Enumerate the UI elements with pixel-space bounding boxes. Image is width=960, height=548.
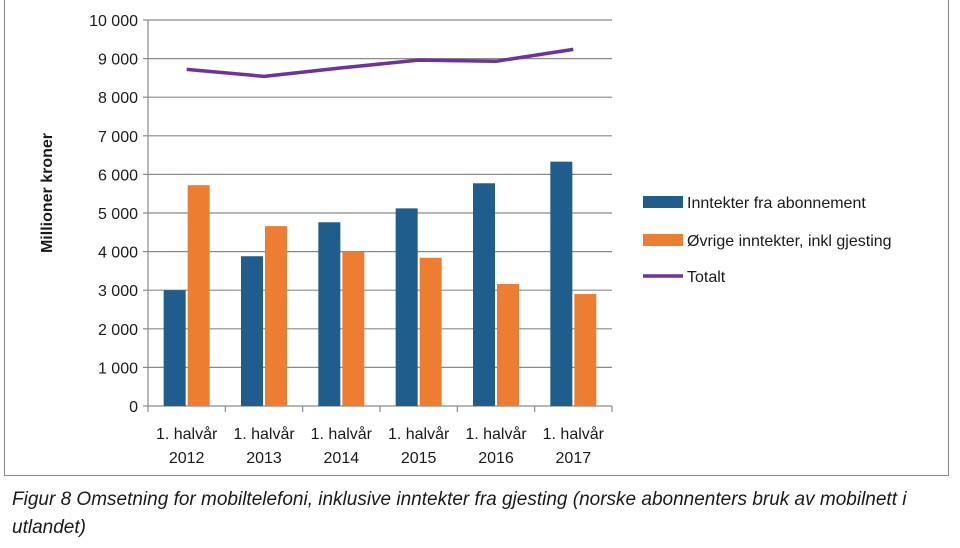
x-tick-label: 1. halvår <box>311 425 373 443</box>
y-tick-label: 7 000 <box>98 129 138 146</box>
bar-ovrige <box>187 185 210 406</box>
y-tick-label: 4 000 <box>98 245 138 262</box>
bar-abonnement <box>473 183 495 406</box>
legend-label: Totalt <box>687 269 726 286</box>
legend-swatch <box>643 234 683 246</box>
y-tick-label: 0 <box>129 399 138 416</box>
bar-ovrige <box>574 294 597 406</box>
x-tick-label-year: 2012 <box>169 450 205 467</box>
chart: 0 1 000 2 000 3 000 4 000 5 000 6 000 7 000 8 00… <box>39 13 892 467</box>
legend-label: Øvrige inntekter, inkl gjesting <box>687 233 892 250</box>
bar-ovrige <box>342 251 365 406</box>
x-tick-label: 1. halvår <box>388 425 450 443</box>
y-tick-label: 1 000 <box>98 360 138 377</box>
x-tick-label: 1. halvår <box>233 425 295 443</box>
bar-ovrige <box>265 226 287 406</box>
bar-ovrige <box>497 284 519 406</box>
bar-abonnement <box>318 222 341 406</box>
bar-abonnement <box>163 290 186 406</box>
figure-caption: Figur 8 Omsetning for mobiltelefoni, ink… <box>12 489 907 538</box>
x-tick-label: 1. halvår <box>156 425 218 443</box>
x-tick-label-year: 2017 <box>556 450 592 467</box>
x-tick-label-year: 2016 <box>478 450 514 467</box>
x-tick-label-year: 2014 <box>324 450 360 467</box>
y-tick-label: 5 000 <box>98 206 138 223</box>
x-tick-label-year: 2015 <box>401 450 437 467</box>
legend-label: Inntekter fra abonnement <box>687 195 866 212</box>
x-tick-label: 1. halvår <box>465 425 527 443</box>
y-tick-label: 10 000 <box>89 13 138 30</box>
bar-abonnement <box>550 161 573 406</box>
bar-ovrige <box>419 257 442 406</box>
y-tick-label: 9 000 <box>98 52 138 69</box>
y-tick-label: 6 000 <box>98 167 138 184</box>
y-axis-label: Millioner kroner <box>39 133 56 253</box>
legend-swatch <box>643 196 683 208</box>
x-tick-label-year: 2013 <box>246 450 282 467</box>
chart-frame <box>4 0 949 476</box>
y-tick-label: 2 000 <box>98 322 138 339</box>
line-totalt <box>186 47 574 79</box>
bar-abonnement <box>395 208 418 406</box>
bar-abonnement <box>241 256 263 406</box>
x-tick-label: 1. halvår <box>543 425 605 443</box>
y-tick-label: 8 000 <box>98 90 138 107</box>
y-tick-label: 3 000 <box>98 283 138 300</box>
